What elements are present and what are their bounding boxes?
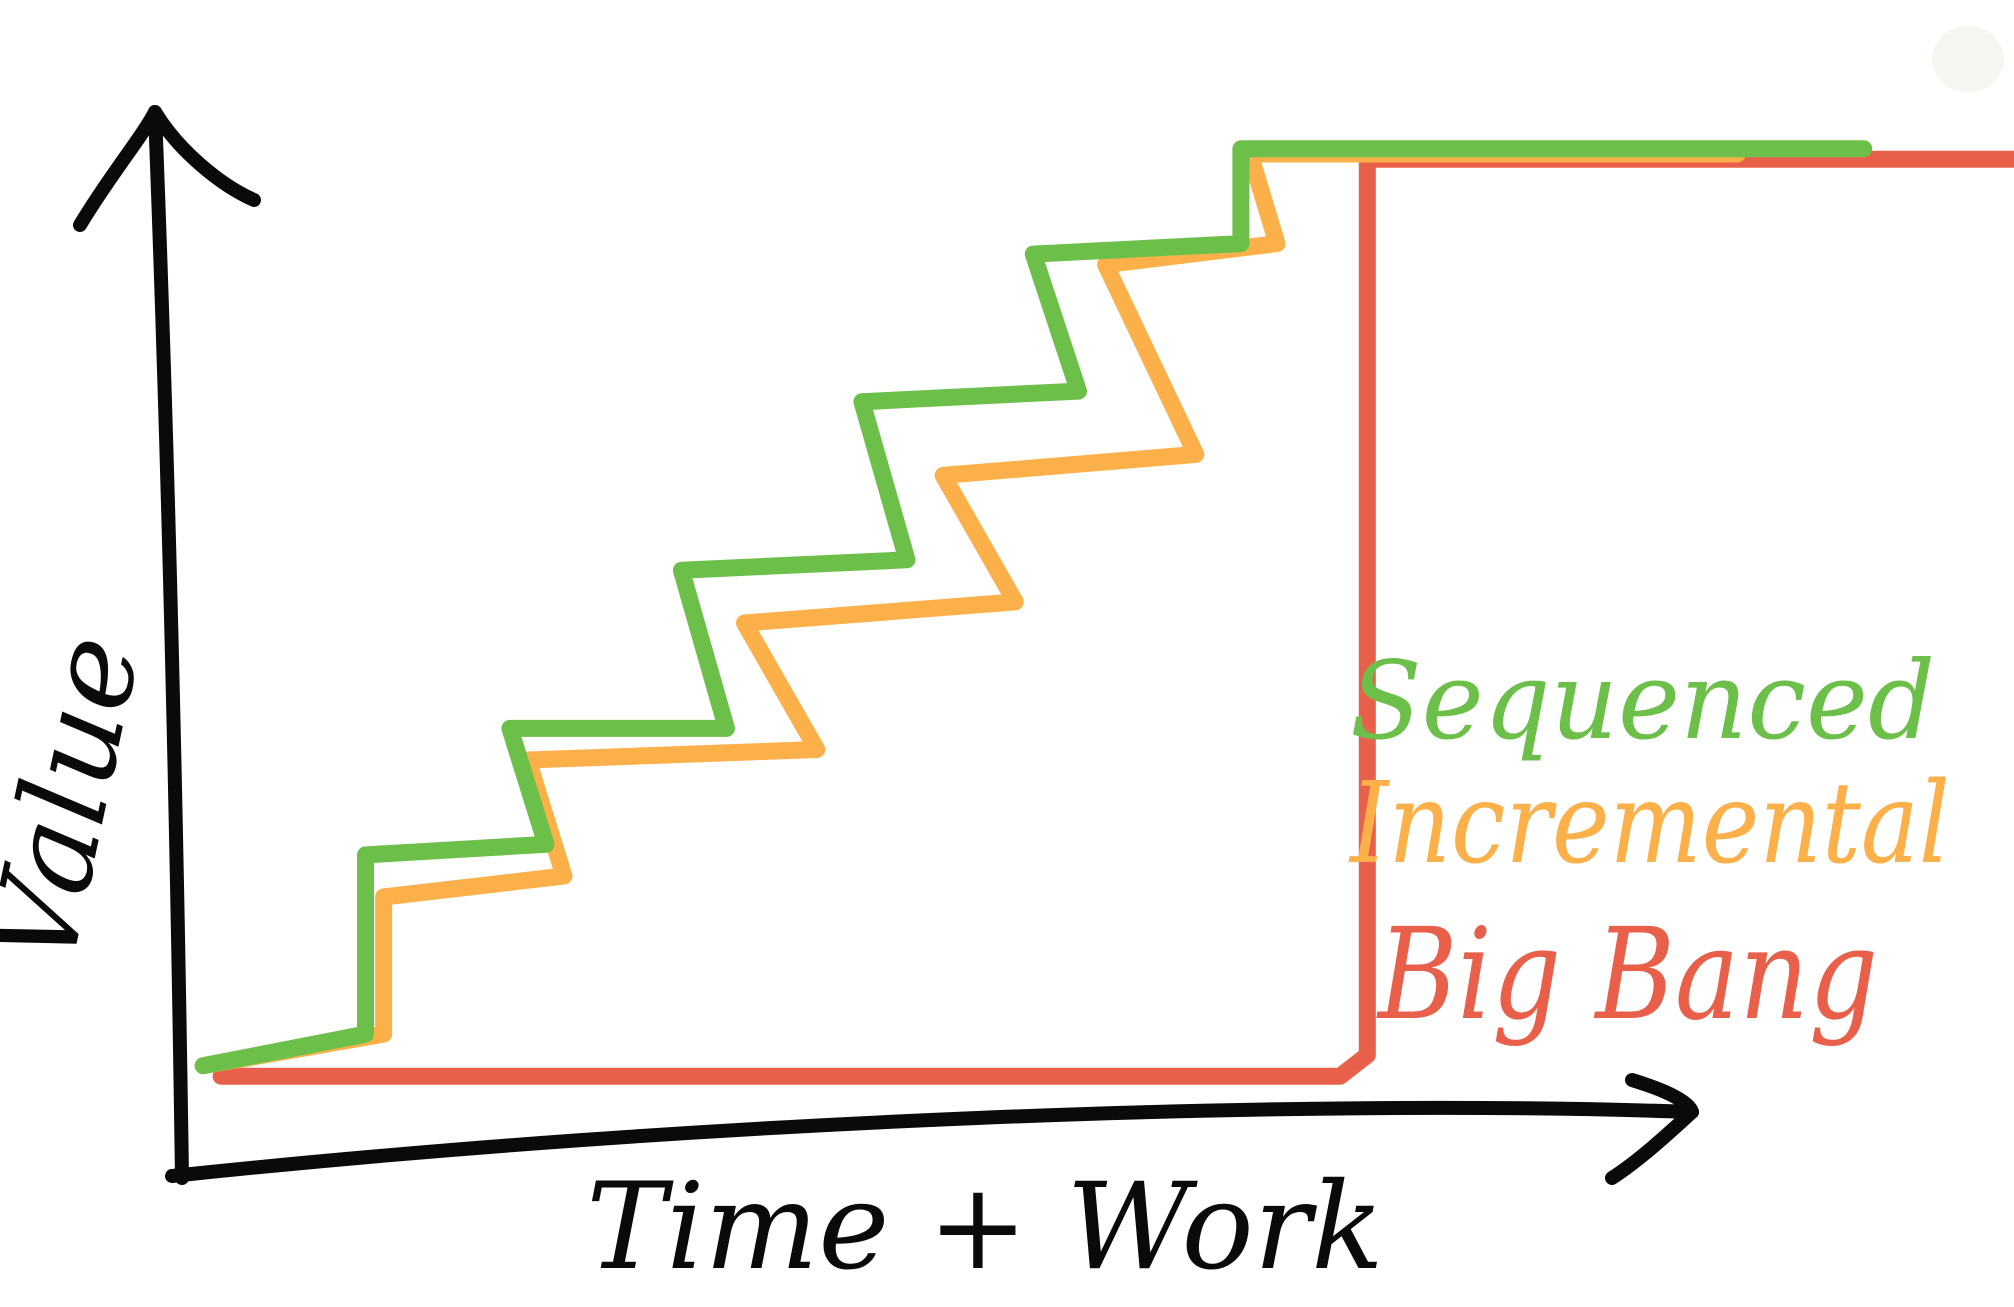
y-axis [73,105,261,1185]
corner-blob [1932,26,2004,92]
legend-item-sequenced: Sequenced [1350,639,1935,764]
series-layer [194,140,2014,1085]
y-axis-label: Value [0,624,168,979]
legend-item-incremental: Incremental [1348,759,1950,889]
x-axis-arrowhead [1605,1073,1699,1185]
x-axis-line [165,1100,1699,1183]
y-axis-arrowhead [73,105,261,232]
legend-item-bigbang: Big Bang [1376,901,1878,1048]
x-axis [165,1073,1699,1185]
y-axis-line [148,105,189,1185]
series-line-sequenced [194,140,1873,1075]
x-axis-label: Time + Work [586,1158,1384,1297]
legend: Sequenced Incremental Big Bang [1348,639,1950,1048]
